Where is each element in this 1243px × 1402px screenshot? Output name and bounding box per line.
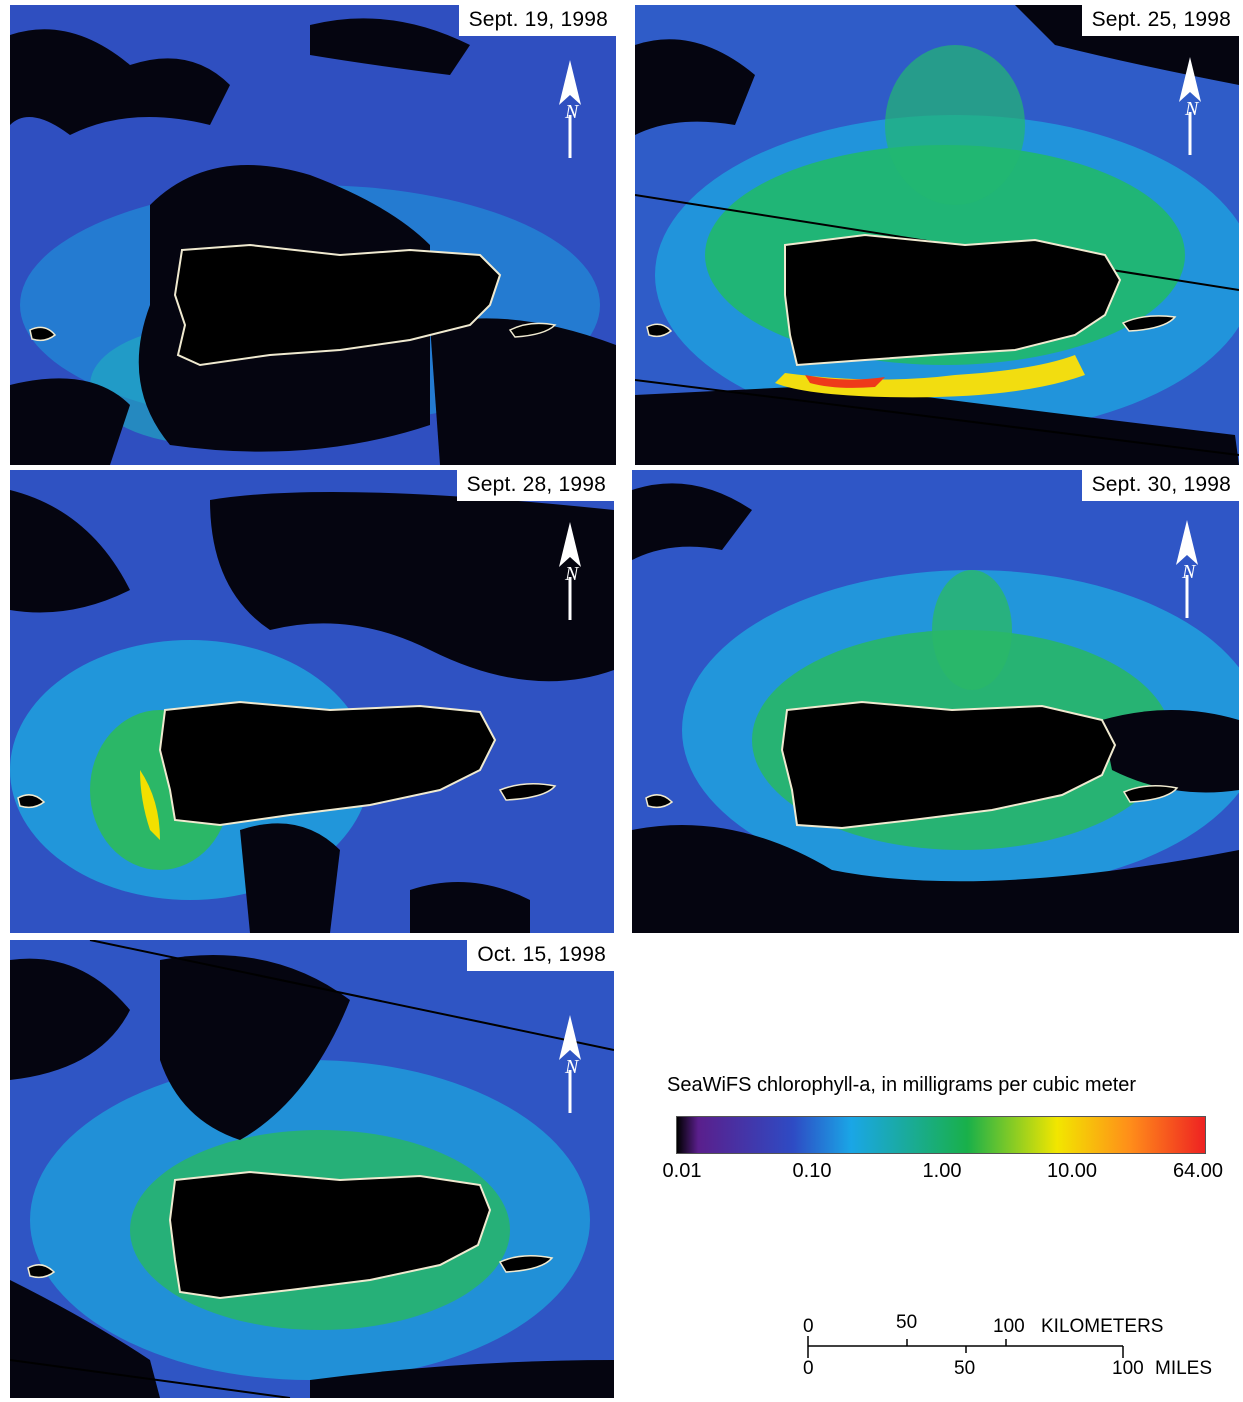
colorbar-tick-label: 10.00 [1046, 1160, 1098, 1182]
date-label: Sept. 25, 1998 [1081, 5, 1239, 36]
north-arrow-icon: N [559, 522, 581, 620]
north-arrow-icon: N [1176, 520, 1198, 618]
scale-km-label: 50 [896, 1312, 918, 1333]
legend-title: SeaWiFS chlorophyll-a, in milligrams per… [667, 1074, 1137, 1096]
chlorophyll-map-image [635, 5, 1239, 465]
map-panel-sept-30: Sept. 30, 1998 N [632, 470, 1239, 933]
colorbar-tick-label: 1.00 [922, 1160, 962, 1182]
date-label: Sept. 30, 1998 [1081, 470, 1239, 501]
north-label: N [564, 563, 580, 585]
scale-km-label: 0 [803, 1316, 814, 1337]
north-arrow-icon: N [559, 1015, 581, 1113]
north-arrow-icon: N [1179, 57, 1201, 155]
colorbar-tick-label: 0.10 [792, 1160, 832, 1182]
map-panel-sept-25: Sept. 25, 1998 N [635, 5, 1239, 465]
date-label: Sept. 19, 1998 [458, 5, 616, 36]
chlorophyll-map-image [10, 940, 614, 1398]
scale-mi-unit: MILES [1155, 1358, 1213, 1379]
date-label: Sept. 28, 1998 [456, 470, 614, 501]
scale-mi-label: 0 [803, 1358, 814, 1379]
chlorophyll-map-image [632, 470, 1239, 933]
scale-mi-label: 100 [1112, 1358, 1144, 1379]
chlorophyll-map-image [10, 5, 616, 465]
colorbar-tick-label: 0.01 [662, 1160, 702, 1182]
scale-km-unit: KILOMETERS [1041, 1316, 1164, 1337]
north-label: N [564, 101, 580, 123]
date-label: Oct. 15, 1998 [467, 940, 614, 971]
chlorophyll-map-image [10, 470, 614, 933]
scale-km-label: 100 [993, 1316, 1025, 1337]
map-panel-oct-15: Oct. 15, 1998 N [10, 940, 614, 1398]
map-panel-sept-19: Sept. 19, 1998 N [10, 5, 616, 465]
north-label: N [1184, 98, 1200, 120]
map-panel-sept-28: Sept. 28, 1998 N [10, 470, 614, 933]
north-label: N [564, 1056, 580, 1078]
north-arrow-icon: N [559, 60, 581, 158]
north-label: N [1181, 561, 1197, 583]
colorbar-tick-label: 64.00 [1172, 1160, 1224, 1182]
scale-bar [807, 1336, 1124, 1358]
chlorophyll-colorbar [676, 1116, 1206, 1154]
scale-mi-label: 50 [954, 1358, 976, 1379]
